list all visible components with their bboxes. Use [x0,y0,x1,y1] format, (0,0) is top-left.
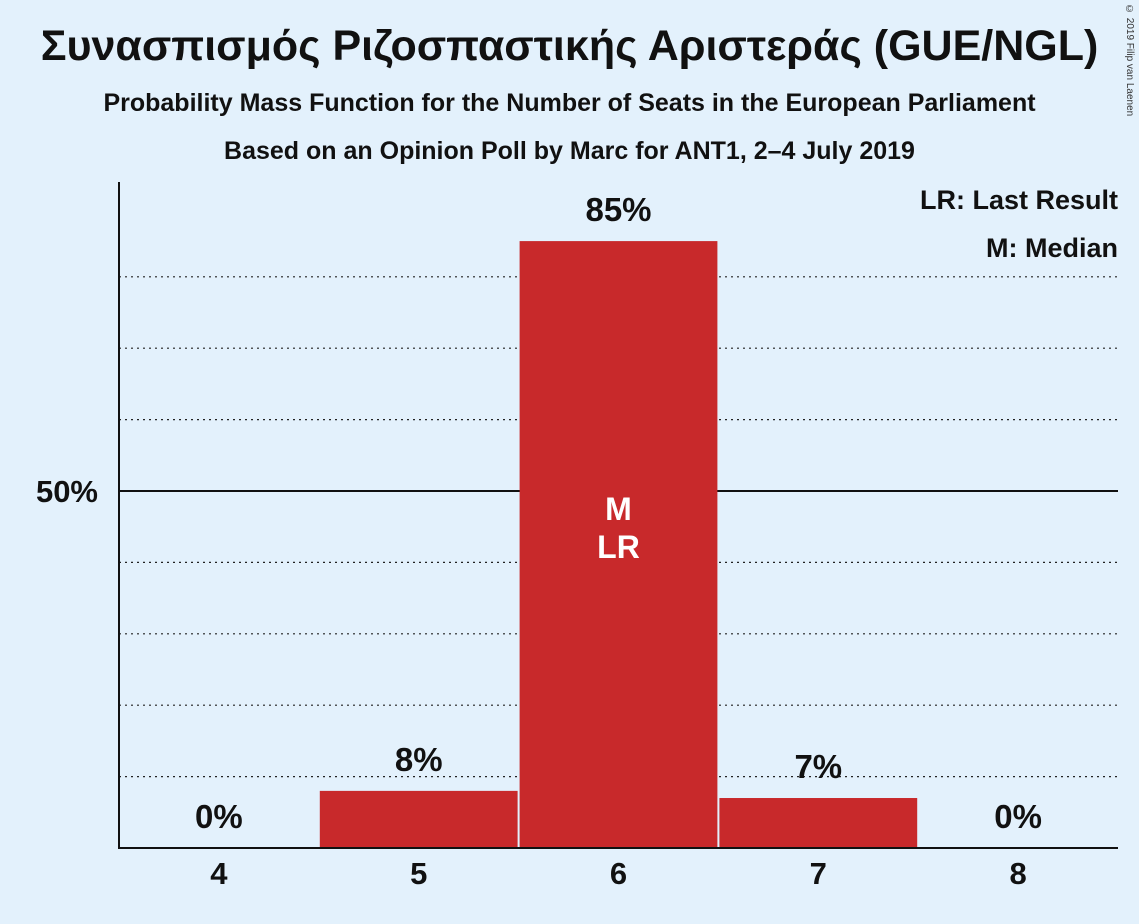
chart-source-line: Based on an Opinion Poll by Marc for ANT… [224,137,915,165]
chart-subtitle: Probability Mass Function for the Number… [103,89,1036,117]
bar-value-label: 8% [395,741,443,778]
x-tick-label: 6 [610,856,627,891]
x-tick-label: 4 [210,856,228,891]
bar-value-label: 85% [585,191,651,228]
last-result-marker: LR [597,529,640,565]
x-tick-label: 7 [810,856,827,891]
bar-value-label: 0% [994,798,1042,835]
bar-value-label: 0% [195,798,243,835]
bar-value-label: 7% [794,748,842,785]
bar [319,790,518,848]
y-tick-label: 50% [36,474,98,509]
copyright-note: © 2019 Filip van Laenen [1124,4,1135,117]
bar [519,241,718,849]
median-marker: M [605,491,632,527]
legend-median: M: Median [986,233,1118,263]
x-tick-label: 5 [410,856,427,891]
legend-last-result: LR: Last Result [920,185,1118,215]
chart-title: Συνασπισμός Ριζοσπαστικής Αριστεράς (GUE… [40,22,1099,70]
label-layer: 50% 0% 4 8% 5 85% 6 MLR 7% 7 0% 8 [36,191,1042,891]
x-tick-label: 8 [1009,856,1026,891]
bar-layer [319,241,918,849]
bar [719,798,918,848]
